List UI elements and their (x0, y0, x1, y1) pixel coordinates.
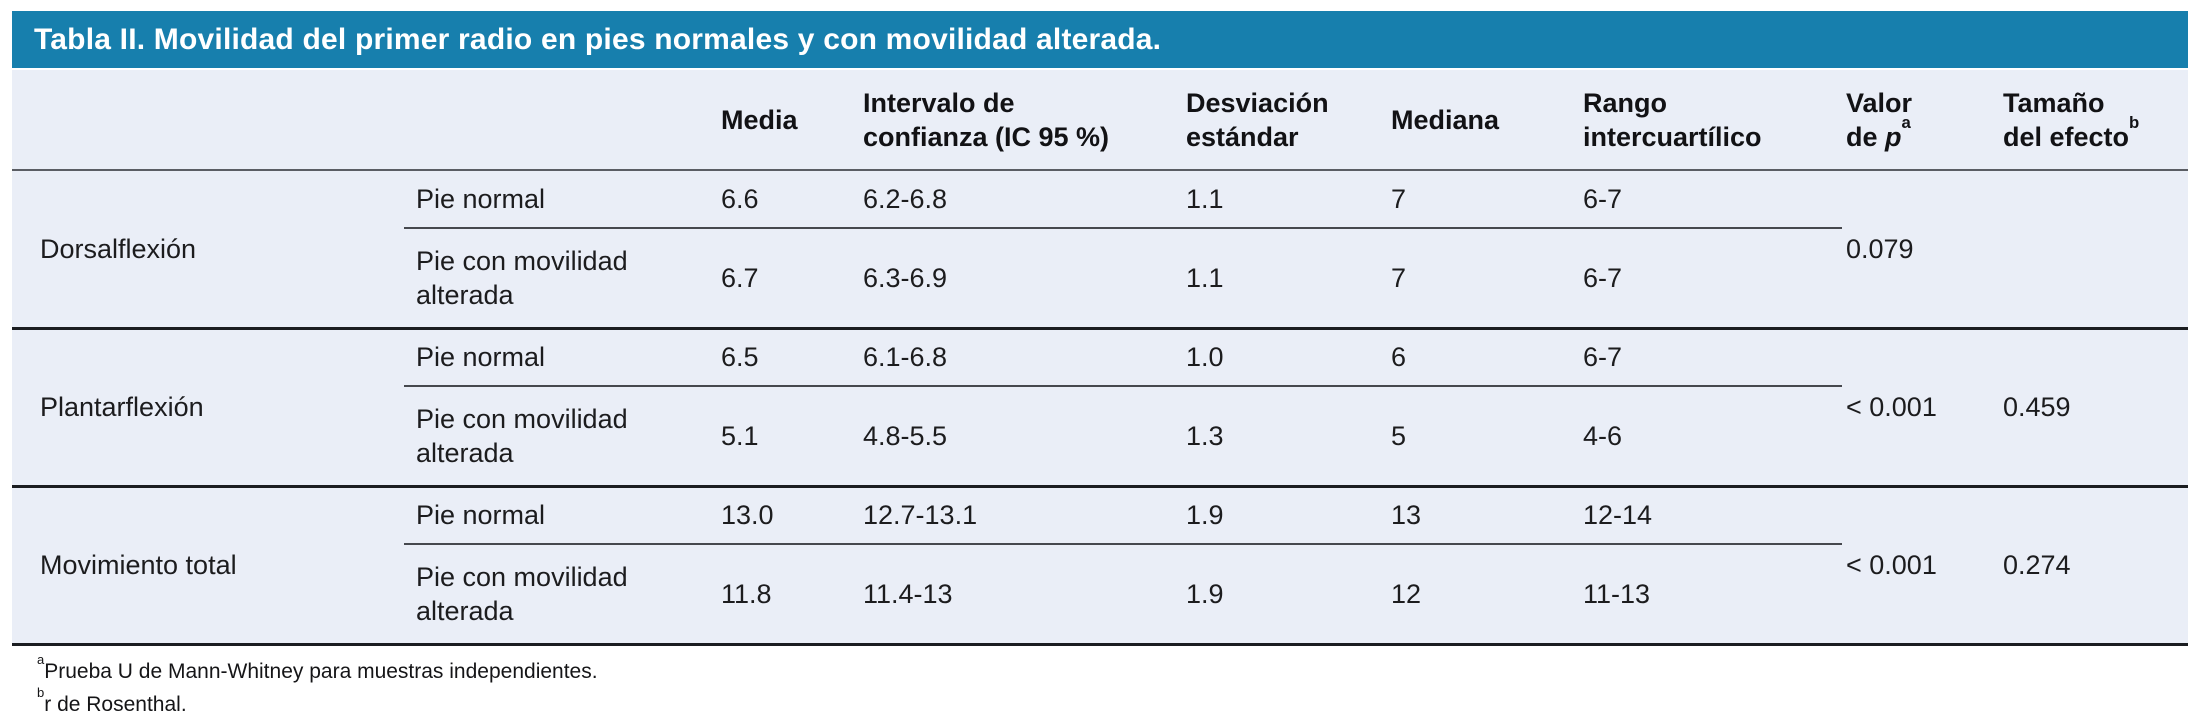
column-header-intervalo-confianza: Intervalo de confianza (IC 95 %) (859, 70, 1182, 171)
mediana-cell: 5 (1391, 420, 1407, 451)
table-row: Dorsalflexión Pie normal 6.6 6.2-6.8 1.1… (12, 170, 2188, 264)
column-header-movement-blank (12, 70, 404, 171)
media-cell: 6.5 (717, 326, 859, 387)
table-row: Pie con movilidad alterada 5.1 4.8-5.5 1… (12, 386, 2188, 486)
p-symbol: p (1885, 121, 1902, 152)
ic-cell: 6.1-6.8 (859, 326, 1182, 387)
mediana-cell: 7 (1391, 262, 1407, 293)
ic-cell: 6.2-6.8 (859, 170, 1182, 229)
de-cell: 1.1 (1186, 262, 1224, 293)
footnote-a-text: Prueba U de Mann-Whitney para muestras i… (44, 659, 598, 683)
media-cell: 6.6 (717, 170, 859, 229)
rango-cell: 12-14 (1579, 484, 1842, 545)
media-cell: 6.7 (721, 262, 759, 293)
foot-type-cell: Pie con movilidad alterada (404, 544, 717, 646)
column-header-desviacion-estandar: Desviación estándar (1182, 70, 1387, 171)
rango-cell: 6-7 (1579, 170, 1842, 229)
table-row: Plantarflexión Pie normal 6.5 6.1-6.8 1.… (12, 326, 2188, 486)
effect-size-cell: 0.459 (1999, 326, 2188, 486)
footnotes: aPrueba U de Mann-Whitney para muestras … (37, 651, 2188, 721)
media-cell: 5.1 (721, 420, 759, 451)
footnote-marker-a: a (1901, 112, 1911, 132)
ic-cell: 4.8-5.5 (863, 420, 948, 451)
rango-cell: 11-13 (1579, 544, 1842, 646)
group-label-movimiento-total: Movimiento total (12, 484, 404, 646)
ic-cell: 12.7-13.1 (859, 484, 1182, 545)
footnote-a-marker: a (37, 651, 45, 667)
column-header-mediana: Mediana (1387, 70, 1579, 171)
stats-table: Media Intervalo de confianza (IC 95 %) D… (12, 70, 2188, 646)
table-title: Tabla II. Movilidad del primer radio en … (34, 22, 1162, 56)
rango-cell: 4-6 (1583, 420, 1623, 451)
footnote-a: aPrueba U de Mann-Whitney para muestras … (37, 651, 2188, 688)
media-cell: 11.8 (717, 544, 859, 646)
effect-size-cell (1999, 170, 2188, 328)
rango-cell: 6-7 (1579, 326, 1842, 387)
foot-type-cell: Pie normal (404, 170, 717, 229)
de-cell: 1.1 (1182, 170, 1387, 229)
foot-type-cell: Pie con movilidad alterada (416, 245, 628, 310)
column-header-foot-blank (404, 70, 717, 171)
de-cell: 1.9 (1182, 484, 1387, 545)
mediana-cell: 13 (1387, 484, 1579, 545)
p-value-cell: < 0.001 (1842, 484, 1999, 646)
effect-size-cell: 0.274 (1999, 484, 2188, 646)
footnote-marker-b: b (2129, 112, 2140, 132)
p-value-cell: 0.079 (1846, 233, 1914, 264)
rango-cell: 6-7 (1583, 262, 1623, 293)
table-row: Pie con movilidad alterada 11.8 11.4-13 … (12, 544, 2188, 646)
table-row: Movimiento total Pie normal 13.0 12.7-13… (12, 484, 2188, 646)
ic-cell: 11.4-13 (859, 544, 1182, 646)
header-row: Media Intervalo de confianza (IC 95 %) D… (12, 70, 2188, 171)
mediana-cell: 6 (1387, 326, 1579, 387)
footnote-b-marker: b (37, 684, 45, 700)
de-cell: 1.0 (1182, 326, 1387, 387)
table-row: Pie con movilidad alterada 6.7 6.3-6.9 1… (12, 228, 2188, 328)
column-header-rango-intercuartilico: Rango intercuartílico (1579, 70, 1842, 171)
column-header-media: Media (717, 70, 859, 171)
group-label-dorsalflexion: Dorsalflexión (40, 233, 197, 264)
mediana-cell: 12 (1387, 544, 1579, 646)
footnote-b: br de Rosenthal. (37, 684, 2188, 721)
de-cell: 1.3 (1186, 420, 1224, 451)
p-value-cell: < 0.001 (1842, 326, 1999, 486)
de-cell: 1.9 (1182, 544, 1387, 646)
column-header-valor-p: Valor de pa (1842, 70, 1999, 171)
footnote-b-text: r de Rosenthal. (44, 692, 187, 716)
foot-type-cell: Pie normal (404, 484, 717, 545)
group-label-plantarflexion: Plantarflexión (12, 326, 404, 486)
foot-type-cell: Pie con movilidad alterada (416, 403, 628, 468)
table-title-bar: Tabla II. Movilidad del primer radio en … (12, 11, 2188, 68)
column-header-tamano-efecto: Tamaño del efectob (1999, 70, 2188, 171)
foot-type-cell: Pie normal (404, 326, 717, 387)
media-cell: 13.0 (717, 484, 859, 545)
ic-cell: 6.3-6.9 (863, 262, 948, 293)
mediana-cell: 7 (1387, 170, 1579, 229)
